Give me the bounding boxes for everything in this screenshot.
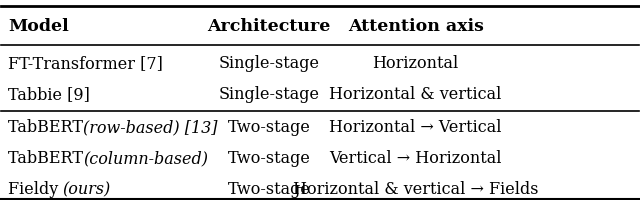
Text: Two-stage: Two-stage [228, 119, 310, 136]
Text: Architecture: Architecture [207, 18, 331, 35]
Text: Model: Model [8, 18, 68, 35]
Text: Tabbie [9]: Tabbie [9] [8, 86, 90, 103]
Text: Horizontal → Vertical: Horizontal → Vertical [330, 119, 502, 136]
Text: FT-Transformer [7]: FT-Transformer [7] [8, 55, 163, 72]
Text: Attention axis: Attention axis [348, 18, 484, 35]
Text: (column-based): (column-based) [83, 150, 208, 166]
Text: Two-stage: Two-stage [228, 150, 310, 166]
Text: Single-stage: Single-stage [218, 55, 319, 72]
Text: (ours): (ours) [63, 181, 111, 197]
Text: Horizontal & vertical → Fields: Horizontal & vertical → Fields [293, 181, 538, 197]
Text: (row-based) [13]: (row-based) [13] [83, 119, 218, 136]
Text: Vertical → Horizontal: Vertical → Horizontal [330, 150, 502, 166]
Text: Horizontal: Horizontal [372, 55, 459, 72]
Text: Two-stage: Two-stage [228, 181, 310, 197]
Text: TabBERT: TabBERT [8, 119, 86, 136]
Text: Fieldy: Fieldy [8, 181, 61, 197]
Text: Single-stage: Single-stage [218, 86, 319, 103]
Text: Horizontal & vertical: Horizontal & vertical [330, 86, 502, 103]
Text: TabBERT: TabBERT [8, 150, 86, 166]
